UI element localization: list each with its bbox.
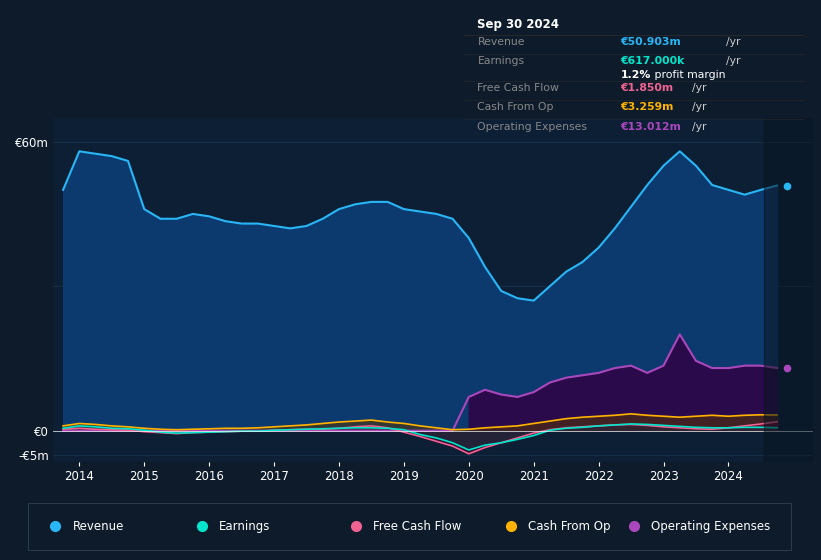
Text: Sep 30 2024: Sep 30 2024 (478, 18, 559, 31)
Text: Free Cash Flow: Free Cash Flow (374, 520, 462, 533)
Text: Earnings: Earnings (478, 57, 525, 67)
Text: 1.2%: 1.2% (621, 70, 651, 80)
Text: €50.903m: €50.903m (621, 38, 681, 48)
Text: /yr: /yr (692, 122, 707, 132)
Text: Earnings: Earnings (219, 520, 270, 533)
Text: /yr: /yr (727, 38, 741, 48)
Text: Free Cash Flow: Free Cash Flow (478, 83, 559, 94)
Text: Revenue: Revenue (72, 520, 124, 533)
Text: €3.259m: €3.259m (621, 102, 674, 113)
Text: €1.850m: €1.850m (621, 83, 674, 94)
Text: Revenue: Revenue (478, 38, 525, 48)
Text: /yr: /yr (692, 102, 707, 113)
Bar (764, 118, 813, 462)
Text: /yr: /yr (727, 57, 741, 67)
Text: €13.012m: €13.012m (621, 122, 681, 132)
Text: Cash From Op: Cash From Op (478, 102, 554, 113)
Text: profit margin: profit margin (651, 70, 726, 80)
Text: €617.000k: €617.000k (621, 57, 685, 67)
Text: Cash From Op: Cash From Op (528, 520, 610, 533)
Text: Operating Expenses: Operating Expenses (478, 122, 588, 132)
Text: Operating Expenses: Operating Expenses (651, 520, 771, 533)
Text: /yr: /yr (692, 83, 707, 94)
